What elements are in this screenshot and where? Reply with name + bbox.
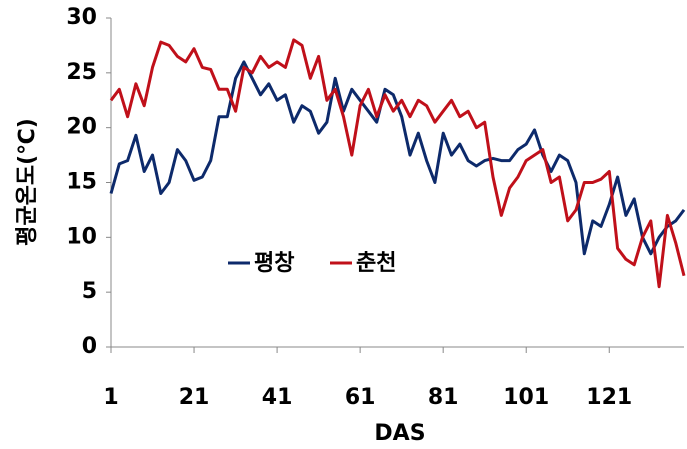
x-tick-label: 41 <box>262 385 293 410</box>
x-tick-label: 61 <box>345 385 376 410</box>
y-tick-label: 0 <box>82 334 97 359</box>
y-tick-label: 15 <box>66 170 97 195</box>
y-tick-label: 25 <box>66 60 97 85</box>
series-line <box>109 60 686 256</box>
legend-label: 춘천 <box>356 251 396 276</box>
y-tick-label: 30 <box>66 5 97 30</box>
x-tick-label: 101 <box>503 385 549 410</box>
x-tick-label: 81 <box>428 385 459 410</box>
legend-label: 평창 <box>254 251 294 276</box>
x-axis-label: DAS <box>374 421 425 446</box>
series-line <box>109 38 686 289</box>
y-tick-label: 10 <box>66 224 97 249</box>
x-tick-label: 1 <box>103 385 118 410</box>
x-tick-label: 121 <box>586 385 632 410</box>
y-tick-label: 20 <box>66 115 97 140</box>
y-axis-label: 평균온도(℃) <box>15 118 40 246</box>
x-tick-label: 21 <box>179 385 210 410</box>
y-tick-label: 5 <box>82 279 97 304</box>
